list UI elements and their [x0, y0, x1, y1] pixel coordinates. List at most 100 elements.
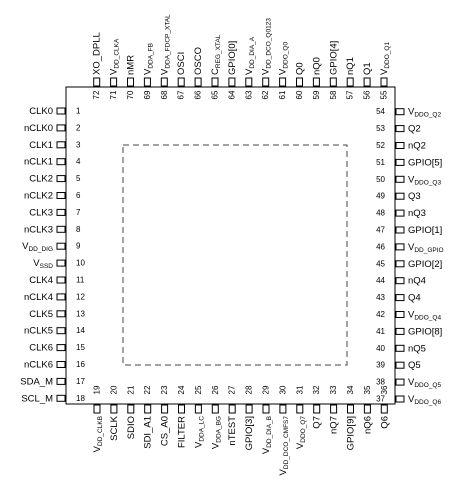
pin-number: 39 — [376, 361, 385, 370]
pin-number: 62 — [261, 90, 270, 99]
pin-label-sub: SSD — [40, 263, 54, 270]
pin-number: 37 — [376, 395, 385, 404]
pin — [296, 77, 303, 87]
pin-label: Q4 — [408, 292, 421, 303]
pin-label-main: V — [108, 68, 119, 75]
pin-label: VDDA_LC — [193, 416, 206, 448]
pin-number: 48 — [376, 209, 385, 218]
pin — [347, 404, 354, 414]
pin-number: 7 — [76, 208, 81, 217]
pin-label: VDD_GPIO — [408, 241, 444, 254]
pin-label: SDIO — [125, 416, 136, 439]
pin-label-main: V — [277, 68, 288, 75]
pin-label-main: GPIO[2] — [408, 258, 442, 269]
pin-label-main: CLK1 — [29, 139, 53, 150]
pin — [262, 404, 270, 414]
pin — [245, 77, 253, 87]
pin-label-main: Q3 — [408, 191, 421, 202]
pin-number: 36 — [380, 385, 389, 394]
pin-number: 40 — [376, 344, 385, 353]
pin-label-sub: DDO_Q7 — [300, 416, 307, 443]
pin-label: GPIO[2] — [408, 258, 442, 269]
pin — [211, 404, 219, 414]
pin-label: Q1 — [362, 62, 373, 75]
pin — [395, 175, 405, 183]
pin-label: nMR — [125, 55, 136, 75]
pin-label-main: FILTER — [176, 416, 187, 448]
pin — [56, 225, 66, 233]
pin-label-main: nMR — [125, 55, 136, 75]
pin-label-main: nQ5 — [408, 343, 426, 354]
pin-label-main: V — [33, 258, 40, 269]
pin-number: 2 — [76, 123, 81, 132]
pin-label: GPIO[5] — [408, 157, 442, 168]
pin-label: Q6 — [379, 416, 390, 429]
pin-number: 50 — [376, 175, 385, 184]
pin-label-sub: DD_DIA_B — [266, 416, 273, 448]
pin-number: 54 — [376, 107, 385, 116]
pin-label: FILTER — [176, 416, 187, 448]
pin-number: 9 — [76, 242, 81, 251]
pin-label-main: nQ7 — [328, 416, 339, 434]
pin-label: nCLK2 — [24, 190, 53, 201]
pin-label-sub: DDO_Q4 — [414, 315, 441, 322]
pin-number: 52 — [376, 141, 385, 150]
pin — [279, 404, 287, 414]
pin-number: 30 — [278, 385, 287, 394]
pin-number: 67 — [177, 90, 186, 99]
pin-label: CLK5 — [29, 308, 53, 319]
pin-label-main: nQ3 — [408, 208, 426, 219]
pin — [330, 404, 338, 414]
pin-label: VDDO_Q2 — [408, 106, 441, 119]
pin — [177, 77, 185, 87]
pin-label-main: nQ2 — [408, 140, 426, 151]
pin — [312, 77, 320, 87]
pin-number: 14 — [76, 326, 85, 335]
pin-label: VDD_DIA_B — [261, 416, 274, 454]
pin-number: 42 — [376, 310, 385, 319]
pin-number: 21 — [126, 385, 135, 394]
pin-number: 27 — [228, 385, 237, 394]
pin-label-sub: DDO_Q6 — [414, 399, 441, 406]
pin-label: nQ7 — [328, 416, 339, 434]
pin-label-sub: DDA_LC — [198, 416, 205, 442]
pin-label-main: GPIO[9] — [345, 416, 356, 450]
pin-label: Q5 — [408, 360, 421, 371]
pin — [56, 344, 66, 352]
pin — [228, 77, 236, 87]
pin — [395, 158, 405, 166]
pin-label: Q0 — [294, 62, 305, 75]
pin-number: 69 — [143, 90, 152, 99]
pin-number: 13 — [76, 309, 85, 318]
pin — [56, 259, 66, 267]
pin-label: VDDA_BG — [210, 416, 223, 449]
pin-label-main: V — [408, 241, 415, 252]
pin-label: nCLK0 — [24, 122, 53, 133]
pin — [56, 310, 66, 318]
pin-label-main: nCLK0 — [24, 122, 53, 133]
pin — [56, 377, 66, 385]
pin-label-sub: DD_GPIO — [414, 247, 443, 254]
pin-number: 28 — [245, 385, 254, 394]
pin-label-main: OSCI — [176, 52, 187, 75]
pin-label: Q2 — [408, 123, 421, 134]
pin-number: 29 — [262, 385, 271, 394]
pin-label-sub: DDO_Q0 — [283, 42, 290, 69]
pin-number: 33 — [329, 385, 338, 394]
pin-number: 64 — [227, 90, 236, 99]
pin — [395, 108, 405, 116]
pin-number: 70 — [126, 90, 135, 99]
pin-label-main: GPIO[3] — [244, 416, 255, 450]
pin — [160, 77, 168, 87]
pin-label: nCLK3 — [24, 224, 53, 235]
pin — [395, 311, 405, 318]
pin-label-sub: DD_DIG — [28, 246, 53, 253]
pin-label-main: CLK5 — [29, 308, 53, 319]
pin — [56, 158, 66, 166]
pin — [395, 125, 405, 133]
pin-label-sub: DDO_Q1 — [384, 42, 391, 69]
pin-label-main: GPIO[8] — [408, 326, 442, 337]
pin-label-main: V — [210, 442, 221, 449]
pin-label: GPIO[9] — [345, 416, 356, 450]
pin-number: 24 — [177, 385, 186, 394]
